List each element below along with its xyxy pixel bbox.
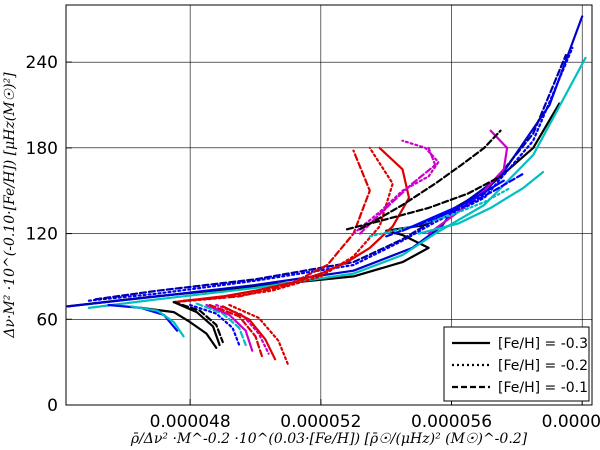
series-line-4 — [94, 53, 568, 301]
legend: [Fe/H] = -0.3 [Fe/H] = -0.2 [Fe/H] = -0.1 — [443, 326, 590, 402]
y-tick-label: 120 — [26, 225, 58, 245]
series-line-26 — [221, 305, 277, 361]
series-line-9 — [352, 139, 440, 235]
x-tick-label: 0.000056 — [411, 412, 492, 432]
y-tick-label: 180 — [26, 139, 58, 159]
series-line-28 — [208, 303, 264, 358]
plot-frame — [65, 4, 593, 406]
x-tick-label: 0.000048 — [150, 412, 231, 432]
x-axis-label: ρ̄/Δν² ·M^-0.2 ·10^(0.03·[Fe/H]) [ρ̄☉/(μ… — [130, 431, 528, 447]
series-line-8 — [182, 149, 371, 302]
legend-label: [Fe/H] = -0.1 — [498, 380, 588, 396]
series-line-21 — [172, 301, 224, 344]
series-line-5 — [87, 56, 587, 309]
series-line-3 — [87, 46, 574, 302]
series-line-14 — [417, 171, 545, 235]
y-tick-label: 240 — [26, 53, 58, 73]
series-line-18 — [107, 303, 179, 332]
series-line-13 — [345, 175, 502, 231]
y-tick-label: 60 — [36, 310, 58, 330]
series-line-15 — [368, 186, 512, 238]
series-line-27 — [228, 303, 290, 367]
series-line-23 — [195, 302, 247, 347]
y-tick-label: 0 — [47, 396, 58, 416]
legend-label: [Fe/H] = -0.3 — [498, 336, 588, 352]
series-line-1 — [140, 306, 218, 349]
series-line-2 — [66, 15, 584, 308]
legend-label: [Fe/H] = -0.2 — [498, 358, 588, 374]
x-tick-label: 0.000052 — [280, 412, 361, 432]
series-line-24 — [205, 303, 254, 352]
series-line-10 — [358, 146, 437, 235]
series-line-12 — [358, 129, 502, 231]
series-layer — [66, 15, 587, 367]
series-line-19 — [130, 305, 185, 338]
series-line-20 — [172, 301, 221, 347]
y-axis-label: Δν·M² ·10^(-0.10·[Fe/H]) [μHz(M☉)²] — [2, 72, 18, 339]
series-line-17 — [401, 179, 505, 232]
